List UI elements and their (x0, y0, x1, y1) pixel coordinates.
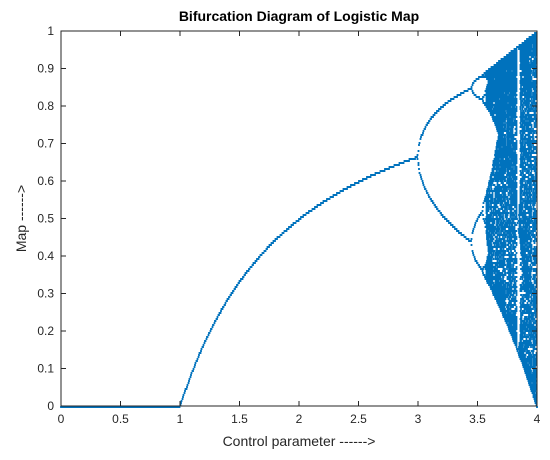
x-tick-label: 0.5 (112, 412, 129, 426)
y-tick-label: 0.6 (37, 174, 54, 188)
x-tick-label: 1.5 (231, 412, 248, 426)
x-tick-label: 1 (177, 412, 184, 426)
y-tick-label: 0.3 (37, 287, 54, 301)
y-tick-label: 0 (47, 399, 54, 413)
x-tick-label: 0 (58, 412, 65, 426)
x-tick-label: 3 (415, 412, 422, 426)
x-tick-label: 2.5 (350, 412, 367, 426)
data-layer (60, 32, 538, 408)
y-tick-label: 0.4 (37, 249, 54, 263)
bifurcation-series (60, 32, 538, 408)
y-tick-label: 0.7 (37, 137, 54, 151)
x-axis-label: Control parameter ------> (223, 433, 376, 449)
y-tick-label: 0.5 (37, 212, 54, 226)
y-tick-label: 0.9 (37, 62, 54, 76)
x-tick-label: 2 (296, 412, 303, 426)
x-tick-label: 4 (534, 412, 541, 426)
y-axis-label: Map ------> (13, 185, 29, 252)
y-tick-label: 0.1 (37, 362, 54, 376)
y-tick-label: 1 (47, 24, 54, 38)
y-tick-label: 0.8 (37, 99, 54, 113)
y-tick-label: 0.2 (37, 324, 54, 338)
chart-title: Bifurcation Diagram of Logistic Map (179, 8, 419, 24)
axes-layer: 0 0.5 1 1.5 2 2.5 3 3.5 4 0 0.1 0.2 0.3 0.4 0.5 0.6 0.7 0… (37, 24, 540, 426)
x-tick-label: 3.5 (469, 412, 486, 426)
